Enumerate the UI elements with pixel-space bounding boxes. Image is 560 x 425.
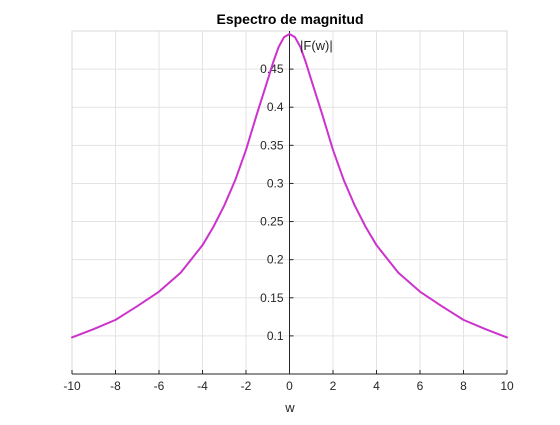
y-tick-label: 0.2 bbox=[267, 253, 284, 267]
axes bbox=[71, 31, 508, 375]
y-tick-label: 0.35 bbox=[260, 138, 284, 152]
x-tick-label: -4 bbox=[197, 379, 208, 393]
y-tick-label: 0.3 bbox=[267, 176, 284, 190]
x-tick-label: 0 bbox=[286, 379, 293, 393]
x-tick-label: 4 bbox=[373, 379, 380, 393]
series-line bbox=[71, 33, 508, 339]
y-tick-label: 0.1 bbox=[267, 329, 284, 343]
x-tick-label: 10 bbox=[500, 379, 514, 393]
x-tick-label: 2 bbox=[330, 379, 337, 393]
x-tick-label: -6 bbox=[154, 379, 165, 393]
x-tick-label: -8 bbox=[110, 379, 121, 393]
y-tick-label: 0.25 bbox=[260, 215, 284, 229]
y-tick-label: 0.4 bbox=[267, 100, 284, 114]
series-layer bbox=[71, 33, 508, 339]
x-tick-label: -10 bbox=[63, 379, 81, 393]
x-tick-label: 6 bbox=[417, 379, 424, 393]
x-axis-label: w bbox=[284, 400, 295, 415]
x-tick-label: -2 bbox=[241, 379, 252, 393]
curve-annotation: |F(w)| bbox=[300, 38, 333, 53]
x-tick-label: 8 bbox=[460, 379, 467, 393]
y-tick-label: 0.15 bbox=[260, 291, 284, 305]
chart-title: Espectro de magnitud bbox=[216, 11, 363, 27]
tick-labels: -10 -8 -6 -4 -2 0 2 4 6 8 10 0.1 0.15 0.2 0.25 0.3 0.35 0… bbox=[63, 62, 514, 393]
